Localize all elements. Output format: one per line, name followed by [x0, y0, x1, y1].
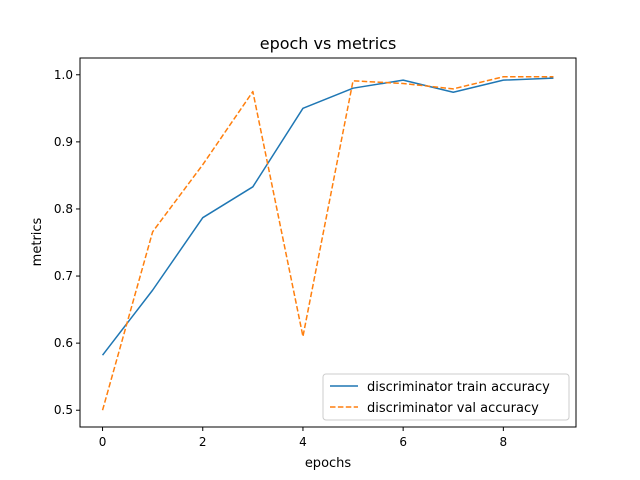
legend-box [322, 373, 570, 421]
legend-label-val: discriminator val accuracy [367, 401, 539, 416]
axes-frame [79, 57, 577, 428]
y-tick-label: 0.9 [54, 135, 73, 149]
y-tick-label: 0.8 [54, 202, 73, 216]
chart-title: epoch vs metrics [260, 34, 397, 53]
x-tick-label: 8 [500, 435, 508, 449]
x-axis-ticks: 0 2 4 6 8 [99, 427, 507, 449]
plot-area [101, 76, 554, 411]
y-axis-label: metrics [30, 217, 45, 266]
x-tick-label: 4 [299, 435, 307, 449]
series-line-0 [101, 77, 554, 356]
legend: discriminator train accuracy discriminat… [322, 373, 570, 421]
y-tick-label: 0.6 [54, 336, 73, 350]
y-tick-label: 1.0 [54, 68, 73, 82]
x-tick-label: 0 [99, 435, 107, 449]
x-tick-label: 6 [399, 435, 407, 449]
y-tick-label: 0.5 [54, 403, 73, 417]
x-tick-label: 2 [199, 435, 207, 449]
y-tick-label: 0.7 [54, 269, 73, 283]
series-line-1 [101, 76, 554, 411]
y-axis-ticks: 0.5 0.6 0.7 0.8 0.9 1.0 [54, 68, 80, 417]
x-axis-label: epochs [305, 456, 352, 471]
legend-label-train: discriminator train accuracy [367, 380, 550, 395]
